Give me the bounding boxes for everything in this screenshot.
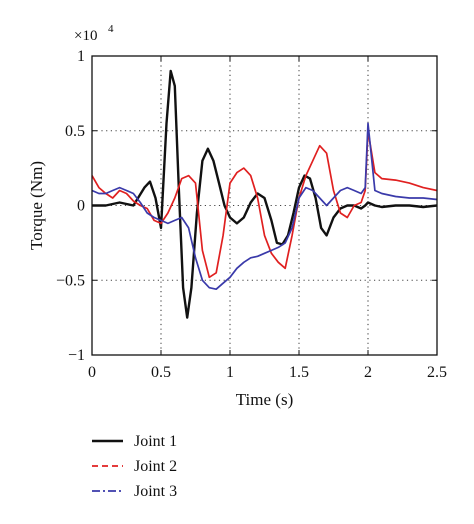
y-tick-label: −0.5 bbox=[56, 272, 85, 289]
y-multiplier-base: ×10 bbox=[74, 28, 97, 44]
y-multiplier: ×10 4 bbox=[74, 23, 114, 44]
x-tick-label: 0 bbox=[88, 364, 96, 381]
tick-layer: 0 0.5 1 1.5 2 2.5 1 0.5 0 −0.5 −1 bbox=[56, 48, 447, 381]
y-tick-label: 1 bbox=[77, 48, 85, 65]
x-tick-label: 1.5 bbox=[289, 364, 309, 381]
legend-label: Joint 1 bbox=[134, 433, 177, 450]
x-tick-label: 2.5 bbox=[427, 364, 447, 381]
y-axis-label: Torque (Nm) bbox=[27, 161, 46, 250]
x-axis-label: Time (s) bbox=[236, 390, 293, 409]
series-line-joint-1 bbox=[92, 69, 438, 319]
y-multiplier-exponent: 4 bbox=[108, 23, 114, 35]
legend-label: Joint 2 bbox=[134, 458, 177, 475]
series-layer bbox=[91, 69, 438, 319]
x-tick-label: 2 bbox=[364, 364, 372, 381]
x-tick-label: 0.5 bbox=[151, 364, 171, 381]
y-tick-label: 0 bbox=[77, 198, 85, 215]
legend-label: Joint 3 bbox=[134, 483, 177, 500]
series-line-joint-2 bbox=[91, 129, 438, 279]
y-tick-label: 0.5 bbox=[65, 123, 85, 140]
legend: Joint 1 Joint 2 Joint 3 bbox=[92, 433, 177, 500]
x-tick-label: 1 bbox=[226, 364, 234, 381]
y-tick-label: −1 bbox=[68, 347, 85, 364]
series-line-joint-3 bbox=[91, 122, 438, 291]
